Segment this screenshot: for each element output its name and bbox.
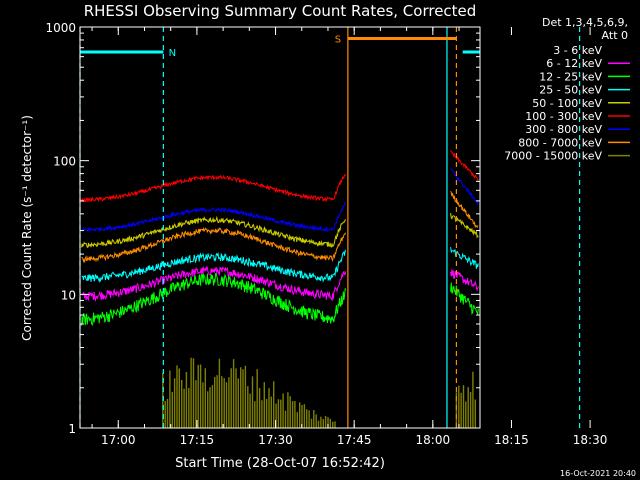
x-tick-label: 18:30 <box>573 433 608 447</box>
x-tick-label: 17:45 <box>337 433 372 447</box>
generation-timestamp: 16-Oct-2021 20:40 <box>560 469 636 478</box>
legend-label-3-6-kev: 3 - 6 keV <box>553 44 602 57</box>
y-tick-label: 1000 <box>45 21 76 35</box>
series-50-100-kev <box>81 212 479 248</box>
series-800-7000-kev <box>81 191 479 264</box>
legend-label-6-12-kev: 6 - 12 keV <box>546 57 602 70</box>
legend-label-7000-15000-kev: 7000 - 15000 keV <box>504 150 602 163</box>
legend-label-300-800-kev: 300 - 800 keV <box>525 123 602 136</box>
y-axis-label: Corrected Count Rate (s⁻¹ detector⁻¹) <box>20 115 34 341</box>
legend-label-800-7000-kev: 800 - 7000 keV <box>518 136 602 149</box>
legend-label-100-300-kev: 100 - 300 keV <box>525 110 602 123</box>
x-tick-label: 18:00 <box>416 433 451 447</box>
x-axis-label: Start Time (28-Oct-07 16:52:42) <box>175 456 385 471</box>
y-tick-label: 10 <box>61 288 76 302</box>
axes: 17:00 17:15 17:30 17:45 18:00 18:15 18:30 1 10 10… <box>45 21 607 447</box>
x-tick-label: 17:00 <box>101 433 136 447</box>
series-100-300-kev <box>81 150 479 203</box>
annotation-label-n: N <box>169 48 176 59</box>
y-tick-label: 100 <box>53 155 76 169</box>
series-12-25-kev <box>81 272 479 326</box>
legend-header-line2: Att 0 <box>602 29 628 42</box>
series-25-50-kev <box>81 247 479 284</box>
x-tick-label: 18:15 <box>494 433 529 447</box>
series-6-12-kev <box>81 265 479 302</box>
chart-title: RHESSI Observing Summary Count Rates, Co… <box>84 2 477 20</box>
plot-frame <box>79 26 481 429</box>
x-tick-label: 17:15 <box>180 433 215 447</box>
legend-label-12-25-kev: 12 - 25 keV <box>539 70 602 83</box>
y-tick-label: 1 <box>68 422 76 436</box>
x-tick-label: 17:30 <box>258 433 293 447</box>
series-3-6-kev <box>81 294 479 366</box>
series-300-800-kev <box>81 167 479 233</box>
legend-label-25-50-kev: 25 - 50 keV <box>539 84 602 97</box>
legend-label-50-100-kev: 50 - 100 keV <box>532 97 602 110</box>
annotation-label-s: S <box>335 35 341 46</box>
legend-header-line1: Det 1,3,4,5,6,9, <box>542 16 628 29</box>
